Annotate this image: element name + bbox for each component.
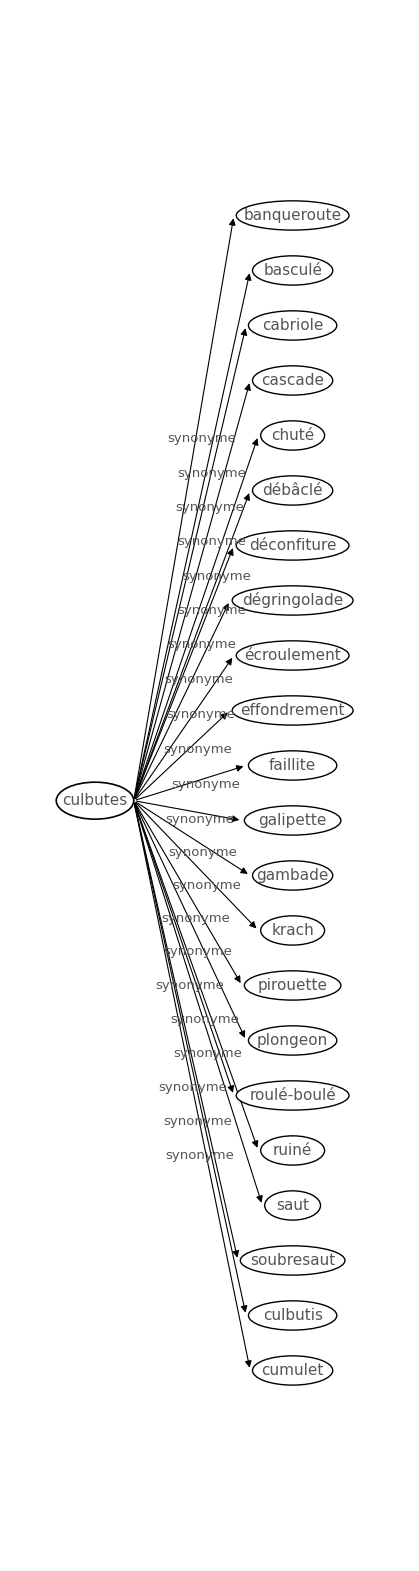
Text: synonyme: synonyme xyxy=(166,707,235,721)
Ellipse shape xyxy=(244,806,341,836)
Text: synonyme: synonyme xyxy=(178,467,246,479)
Text: galipette: galipette xyxy=(259,812,327,828)
Ellipse shape xyxy=(248,311,337,339)
Ellipse shape xyxy=(236,1081,349,1111)
Ellipse shape xyxy=(261,421,325,451)
Text: chuté: chuté xyxy=(271,427,314,443)
Text: synonyme: synonyme xyxy=(165,672,233,685)
Text: synonyme: synonyme xyxy=(172,878,241,892)
Ellipse shape xyxy=(261,916,325,946)
Text: krach: krach xyxy=(271,924,314,938)
Text: synonyme: synonyme xyxy=(163,946,232,958)
Text: synonyme: synonyme xyxy=(167,638,236,652)
Text: cumulet: cumulet xyxy=(261,1364,324,1378)
Ellipse shape xyxy=(248,1026,337,1056)
Text: pirouette: pirouette xyxy=(258,979,328,993)
Text: synonyme: synonyme xyxy=(168,432,236,446)
Text: gambade: gambade xyxy=(256,867,329,883)
Text: synonyme: synonyme xyxy=(158,1081,227,1093)
Text: cabriole: cabriole xyxy=(262,317,323,333)
Text: ruiné: ruiné xyxy=(273,1144,312,1158)
Text: culbutis: culbutis xyxy=(263,1309,323,1323)
Ellipse shape xyxy=(56,782,134,818)
Text: synonyme: synonyme xyxy=(171,1013,240,1026)
Ellipse shape xyxy=(265,1191,321,1221)
Ellipse shape xyxy=(248,1301,337,1331)
Text: synonyme: synonyme xyxy=(166,812,234,825)
Text: synonyme: synonyme xyxy=(178,536,246,548)
Ellipse shape xyxy=(232,586,353,616)
Text: synonyme: synonyme xyxy=(166,1148,234,1161)
Ellipse shape xyxy=(253,861,333,891)
Text: roulé-boulé: roulé-boulé xyxy=(249,1089,336,1103)
Ellipse shape xyxy=(253,256,333,284)
Text: synonyme: synonyme xyxy=(173,1046,242,1060)
Ellipse shape xyxy=(244,971,341,1001)
Text: synonyme: synonyme xyxy=(177,603,246,617)
Text: écroulement: écroulement xyxy=(244,647,341,663)
Text: déconfiture: déconfiture xyxy=(249,537,336,553)
Text: effondrement: effondrement xyxy=(241,702,345,718)
Ellipse shape xyxy=(253,366,333,394)
Text: synonyme: synonyme xyxy=(171,778,240,792)
Text: faillite: faillite xyxy=(269,757,316,773)
Text: synonyme: synonyme xyxy=(161,911,230,925)
Text: culbutes: culbutes xyxy=(62,793,128,807)
Ellipse shape xyxy=(236,201,349,229)
Text: synonyme: synonyme xyxy=(168,845,237,859)
Ellipse shape xyxy=(241,1246,345,1276)
Ellipse shape xyxy=(248,751,337,781)
Text: plongeon: plongeon xyxy=(257,1034,328,1048)
Text: débâclé: débâclé xyxy=(262,482,323,498)
Text: synonyme: synonyme xyxy=(182,570,251,583)
Ellipse shape xyxy=(253,1356,333,1386)
Ellipse shape xyxy=(236,641,349,671)
Text: banqueroute: banqueroute xyxy=(243,207,341,223)
Text: soubresaut: soubresaut xyxy=(250,1254,335,1268)
Text: synonyme: synonyme xyxy=(163,1115,232,1128)
Text: basculé: basculé xyxy=(263,262,322,278)
Text: dégringolade: dégringolade xyxy=(242,592,343,608)
Text: cascade: cascade xyxy=(261,372,324,388)
Text: synonyme: synonyme xyxy=(155,979,225,991)
Ellipse shape xyxy=(236,531,349,561)
Ellipse shape xyxy=(253,476,333,506)
Text: synonyme: synonyme xyxy=(175,501,244,514)
Ellipse shape xyxy=(261,1136,325,1166)
Ellipse shape xyxy=(232,696,353,726)
Text: saut: saut xyxy=(276,1199,309,1213)
Text: synonyme: synonyme xyxy=(163,743,232,756)
